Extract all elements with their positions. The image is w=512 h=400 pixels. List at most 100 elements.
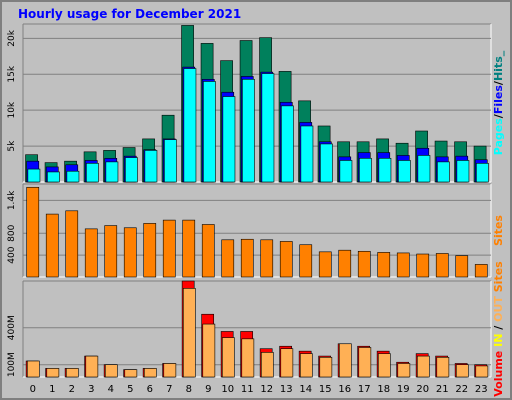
bar-requests-pages-0 [27, 168, 41, 183]
side-label-part: Files [492, 85, 505, 115]
x-label-hour-5: 5 [127, 384, 133, 395]
bar-volume-out-20 [416, 355, 430, 378]
x-label-hour-18: 18 [377, 384, 390, 395]
x-label-hour-0: 0 [30, 384, 36, 395]
x-label-hour-23: 23 [475, 384, 488, 395]
panel-requests-ytick-label: 15k [7, 65, 17, 82]
side-label-part: / [492, 80, 505, 85]
bar-requests-pages-12 [261, 73, 275, 183]
bar-requests-pages-6 [144, 150, 158, 183]
bar-requests-pages-23 [476, 163, 489, 183]
panel-sites-ytick-label: 400 [7, 246, 17, 263]
bar-volume-out-7 [163, 363, 177, 378]
bar-sites-sites-11 [240, 238, 254, 278]
bar-volume-out-0 [26, 360, 40, 378]
bar-sites-sites-9 [201, 224, 215, 278]
bar-requests-pages-17 [359, 158, 372, 183]
bar-volume-out-15 [319, 357, 333, 378]
x-label-hour-7: 7 [166, 384, 172, 395]
bar-volume-out-17 [358, 347, 372, 378]
bar-sites-sites-7 [162, 219, 176, 278]
bar-sites-sites-22 [455, 255, 469, 278]
bar-volume-out-16 [338, 343, 352, 378]
panel-requests-side-label: Pages/Files/Hits_ [492, 50, 505, 155]
panel-sites-side-label: Sites [492, 215, 505, 246]
bar-sites-sites-6 [143, 223, 157, 278]
bar-sites-sites-8 [182, 219, 196, 278]
bar-requests-pages-2 [66, 170, 80, 183]
bar-requests-pages-20 [417, 155, 431, 183]
bar-volume-out-18 [377, 353, 391, 378]
x-label-hour-12: 12 [260, 384, 273, 395]
bar-volume-out-19 [397, 363, 411, 378]
panel-sites-frame [23, 184, 491, 277]
bar-requests-pages-4 [105, 161, 119, 183]
x-label-hour-16: 16 [338, 384, 351, 395]
side-label-part: IN [492, 334, 505, 347]
bar-sites-sites-0 [26, 186, 40, 278]
bar-volume-out-9 [202, 323, 216, 378]
bar-volume-out-22 [455, 364, 469, 378]
bar-volume-out-1 [46, 368, 60, 378]
x-label-hour-1: 1 [49, 384, 55, 395]
side-label-part: / [492, 322, 505, 334]
bar-sites-sites-16 [338, 249, 352, 278]
bar-requests-pages-22 [456, 160, 470, 183]
bar-sites-sites-4 [104, 225, 118, 278]
panel-requests-ytick-label: 5k [7, 140, 17, 152]
panel-requests-ytick-label: 10k [7, 101, 17, 118]
panel-sites-ytick-label: 1.4k [7, 190, 17, 210]
x-label-hour-14: 14 [299, 384, 312, 395]
panel-volume-ytick-label: 400M [7, 315, 17, 340]
x-label-hour-8: 8 [186, 384, 192, 395]
bar-sites-sites-1 [45, 213, 59, 278]
bar-sites-sites-5 [123, 227, 137, 278]
bar-volume-out-10 [221, 337, 235, 378]
bar-requests-pages-7 [164, 139, 177, 183]
bar-requests-pages-14 [300, 125, 314, 183]
side-label-part: / [492, 113, 505, 118]
bar-requests-pages-8 [183, 68, 197, 183]
x-label-hour-22: 22 [455, 384, 468, 395]
x-label-hour-17: 17 [358, 384, 371, 395]
bar-requests-pages-5 [125, 157, 138, 183]
bar-requests-pages-13 [281, 105, 294, 183]
x-label-hour-13: 13 [280, 384, 293, 395]
bar-volume-out-2 [65, 368, 79, 378]
bar-requests-pages-11 [242, 79, 255, 183]
bar-requests-pages-1 [47, 171, 60, 183]
panel-volume-side-label: Volume IN / OUT Sites [492, 261, 505, 397]
bar-sites-sites-14 [299, 244, 313, 278]
bar-sites-sites-3 [84, 228, 98, 278]
bar-volume-out-23 [475, 365, 489, 378]
bar-requests-pages-18 [378, 158, 392, 183]
x-label-hour-15: 15 [319, 384, 332, 395]
x-label-hour-20: 20 [416, 384, 429, 395]
bar-volume-out-12 [260, 352, 274, 378]
bar-sites-sites-2 [65, 210, 79, 278]
bar-volume-out-14 [299, 353, 313, 378]
side-label-part: OUT [492, 296, 505, 322]
bar-sites-sites-23 [474, 264, 488, 278]
bar-requests-pages-10 [222, 96, 236, 183]
side-label-part: Pages [492, 118, 505, 156]
chart-title: Hourly usage for December 2021 [18, 7, 242, 21]
side-label-part: Volume [492, 351, 505, 397]
bar-sites-sites-17 [357, 250, 371, 278]
bar-sites-sites-13 [279, 241, 293, 278]
x-label-hour-10: 10 [221, 384, 234, 395]
bar-volume-out-4 [104, 364, 118, 378]
panel-volume-ytick-label: 100M [7, 352, 17, 377]
bar-volume-out-3 [85, 355, 99, 378]
bar-sites-sites-20 [416, 253, 430, 278]
bar-sites-sites-12 [260, 239, 274, 278]
panel-volume-frame [23, 281, 491, 377]
bar-volume-out-5 [124, 369, 138, 378]
x-label-hour-3: 3 [88, 384, 94, 395]
bar-sites-sites-19 [396, 252, 410, 278]
side-label-part: Sites [492, 215, 505, 246]
x-label-hour-2: 2 [69, 384, 75, 395]
side-label-part: _ [492, 50, 505, 56]
bar-sites-sites-15 [318, 251, 332, 278]
